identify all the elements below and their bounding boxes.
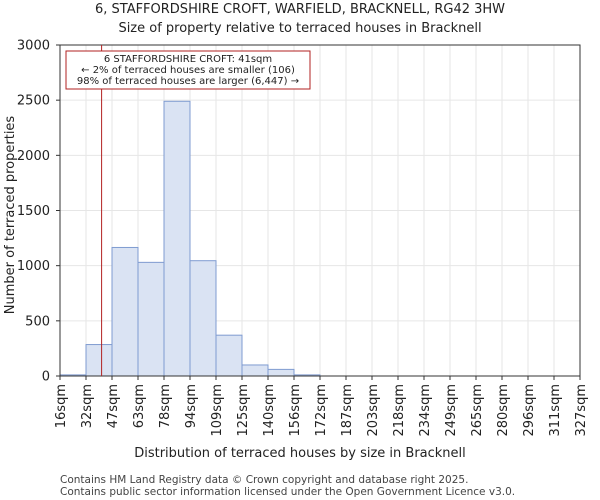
x-tick-label: 172sqm: [314, 384, 329, 437]
bar-140sqm: [267, 368, 295, 377]
footer-line2: Contains public sector information licen…: [60, 486, 515, 498]
gridlines: [60, 45, 580, 376]
x-tick-label: 203sqm: [366, 384, 381, 437]
x-tick-label: 280sqm: [496, 384, 511, 437]
x-tick-label: 265sqm: [470, 384, 485, 437]
x-tick-label: 47sqm: [106, 384, 121, 428]
plot-frame: [59, 44, 581, 377]
x-axis-label: Distribution of terraced houses by size …: [134, 446, 466, 461]
annotation-line1: 6 STAFFORDSHIRE CROFT: 41sqm: [104, 54, 272, 65]
y-tick-label: 2000: [17, 149, 50, 164]
x-tick-label: 249sqm: [444, 384, 459, 437]
bar-125sqm: [241, 364, 269, 377]
y-tick-label: 1500: [17, 204, 50, 219]
bar-78sqm: [163, 100, 191, 377]
chart-title-line1: 6, STAFFORDSHIRE CROFT, WARFIELD, BRACKN…: [95, 2, 505, 17]
x-tick-label: 327sqm: [574, 384, 589, 437]
x-tick-label: 156sqm: [288, 384, 303, 437]
bar-94sqm: [189, 260, 217, 377]
x-axis-ticks: 16sqm 32sqm 47sqm 63sqm 78sqm 94sqm 109sqm 125s…: [54, 376, 589, 437]
x-tick-label: 125sqm: [236, 384, 251, 437]
x-tick-label: 94sqm: [184, 384, 199, 428]
y-tick-label: 0: [42, 370, 50, 385]
annotation-line3: 98% of terraced houses are larger (6,447…: [77, 76, 299, 87]
bars: [59, 100, 321, 377]
x-tick-label: 311sqm: [548, 384, 563, 437]
chart-title-line2: Size of property relative to terraced ho…: [118, 21, 481, 36]
footer-line1: Contains HM Land Registry data © Crown c…: [60, 474, 468, 486]
x-tick-label: 78sqm: [158, 384, 173, 428]
y-tick-label: 3000: [17, 39, 50, 54]
x-tick-label: 234sqm: [418, 384, 433, 437]
bar-32sqm: [85, 344, 113, 377]
annotation-frame: [65, 50, 311, 90]
x-tick-label: 32sqm: [80, 384, 95, 428]
bar-109sqm: [215, 334, 243, 377]
x-tick-label: 140sqm: [262, 384, 277, 437]
annotation-box: 6 STAFFORDSHIRE CROFT: 41sqm ← 2% of ter…: [65, 50, 311, 90]
x-tick-label: 63sqm: [132, 384, 147, 428]
bar-47sqm: [111, 246, 139, 377]
x-tick-label: 218sqm: [392, 384, 407, 437]
x-tick-label: 187sqm: [340, 384, 355, 437]
x-tick-label: 109sqm: [210, 384, 225, 437]
bar-63sqm: [137, 261, 165, 377]
y-axis-ticks: 0 500 1000 1500 2000 2500 3000: [17, 39, 60, 385]
annotation-line2: ← 2% of terraced houses are smaller (106…: [81, 65, 295, 76]
x-tick-label: 16sqm: [54, 384, 69, 428]
y-tick-label: 1000: [17, 259, 50, 274]
y-tick-label: 2500: [17, 94, 50, 109]
y-tick-label: 500: [25, 314, 50, 329]
y-axis-label: Number of terraced properties: [3, 116, 18, 315]
x-tick-label: 296sqm: [522, 384, 537, 437]
